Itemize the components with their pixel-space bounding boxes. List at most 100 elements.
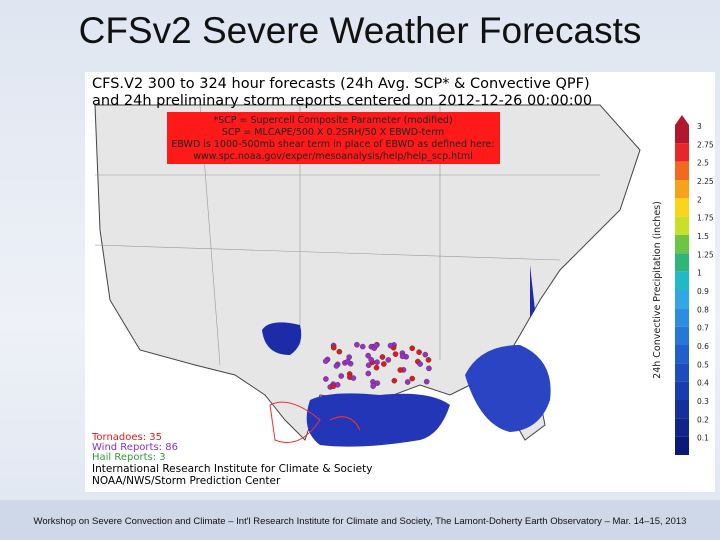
report-dot xyxy=(404,379,411,385)
report-dot xyxy=(425,357,432,363)
colorbar-segment xyxy=(675,381,689,400)
colorbar-segment xyxy=(675,198,689,217)
colorbar-tick-label: 2.75 xyxy=(697,140,714,149)
colorbar: 3 2.75 2.5 2.25 2 1.75 1.5 1.25 1 0.9 0.8 0.7 0.6 0.5… xyxy=(652,115,714,455)
report-dot xyxy=(373,342,380,349)
colorbar-label: 24h Convective Precipitation (inches) xyxy=(652,201,663,379)
footer-text: Workshop on Severe Convection and Climat… xyxy=(33,516,687,527)
report-dot xyxy=(368,356,374,363)
report-dot xyxy=(354,341,360,348)
colorbar-segment xyxy=(675,125,689,144)
map-title: and 24h preliminary storm reports center… xyxy=(92,93,592,109)
colorbar-segment xyxy=(675,400,689,419)
precip-area xyxy=(306,393,450,447)
colorbar-segment xyxy=(675,290,689,309)
precip-area xyxy=(530,265,535,318)
colorbar-segment xyxy=(675,161,689,180)
report-dot xyxy=(365,370,372,377)
report-dot xyxy=(374,359,380,365)
map-title: CFS.V2 300 to 324 hour forecasts (24h Av… xyxy=(92,76,590,92)
colorbar-tick-label: 0.4 xyxy=(697,379,709,388)
report-dot xyxy=(387,342,394,349)
colorbar-segment xyxy=(675,235,689,254)
colorbar-segment xyxy=(675,436,689,455)
report-dot xyxy=(392,351,399,357)
report-dot xyxy=(373,364,380,371)
colorbar-segment xyxy=(675,418,689,437)
report-dot xyxy=(346,354,352,360)
report-dot xyxy=(379,354,386,360)
report-dot xyxy=(350,375,357,381)
report-dot xyxy=(359,343,366,350)
precip-area xyxy=(262,322,302,355)
colorbar-tick-label: 0.6 xyxy=(697,342,709,351)
colorbar-tick-label: 0.7 xyxy=(697,324,709,333)
colorbar-tick-label: 0.8 xyxy=(697,305,709,314)
report-dot xyxy=(397,367,404,373)
colorbar-segment xyxy=(675,271,689,290)
report-dot xyxy=(409,375,416,382)
report-dot xyxy=(426,365,432,372)
note-box xyxy=(167,112,500,164)
colorbar-tick-label: 0.9 xyxy=(697,287,709,296)
colorbar-tick-label: 0.2 xyxy=(697,415,709,424)
report-dot xyxy=(323,376,329,382)
colorbar-tick-label: 1.25 xyxy=(697,250,714,259)
colorbar-tick-label: 2.5 xyxy=(697,159,709,168)
colorbar-segment xyxy=(675,180,689,199)
colorbar-tick-label: 2 xyxy=(697,195,702,204)
report-dot xyxy=(338,373,345,379)
colorbar-tick-label: 2.25 xyxy=(697,177,714,186)
colorbar-segment xyxy=(675,308,689,327)
colorbar-segment xyxy=(675,253,689,272)
report-dot xyxy=(423,378,430,385)
colorbar-tick-label: 0.5 xyxy=(697,360,709,369)
colorbar-tick-label: 0.3 xyxy=(697,397,709,406)
report-dot xyxy=(333,363,340,369)
report-dot xyxy=(374,380,381,386)
report-dot xyxy=(422,351,429,358)
report-dot xyxy=(365,362,372,369)
footer-bar xyxy=(0,500,720,540)
note-line: *SCP = Supercell Composite Parameter (mo… xyxy=(213,115,452,126)
report-dot xyxy=(399,353,406,360)
note-line: EBWD is 1000-500mb shear term in place o… xyxy=(171,139,494,150)
report-dot xyxy=(417,361,423,367)
report-dot xyxy=(385,357,392,363)
credit: NOAA/NWS/Storm Prediction Center xyxy=(92,475,281,487)
scp-contour xyxy=(269,401,361,443)
report-dot xyxy=(381,361,387,367)
colorbar-segment xyxy=(675,363,689,382)
report-count: Tornadoes: 35 xyxy=(91,432,162,443)
precip-area xyxy=(465,345,551,432)
colorbar-segment xyxy=(675,216,689,235)
storm-reports xyxy=(322,341,432,390)
report-count: Hail Reports: 3 xyxy=(92,452,166,463)
colorbar-segment xyxy=(675,143,689,162)
colorbar-tick-label: 0.1 xyxy=(697,434,709,443)
note-line: SCP = MLCAPE/500 X 0.2SRH/50 X EBWD-term xyxy=(222,127,444,138)
colorbar-tick-label: 3 xyxy=(697,122,702,131)
report-dot xyxy=(391,377,398,384)
colorbar-tick-label: 1.75 xyxy=(697,214,714,223)
report-dot xyxy=(330,344,337,351)
slide-title: CFSv2 Severe Weather Forecasts xyxy=(78,10,642,51)
report-dot xyxy=(365,352,371,359)
colorbar-segment xyxy=(675,326,689,345)
borders xyxy=(94,104,600,366)
report-dot xyxy=(334,382,341,388)
report-dot xyxy=(322,358,329,364)
report-count: Wind Reports: 86 xyxy=(92,442,178,453)
report-dot xyxy=(370,383,376,389)
credit: International Research Institute for Cli… xyxy=(92,463,372,475)
note-line: www.spc.noaa.gov/exper/mesoanalysis/help… xyxy=(193,151,473,162)
report-dot xyxy=(409,345,416,352)
report-dot xyxy=(336,348,343,355)
colorbar-cap xyxy=(675,115,689,125)
colorbar-segment xyxy=(675,345,689,364)
colorbar-tick-label: 1 xyxy=(697,269,702,278)
colorbar-tick-label: 1.5 xyxy=(697,232,709,241)
report-dot xyxy=(416,349,422,355)
